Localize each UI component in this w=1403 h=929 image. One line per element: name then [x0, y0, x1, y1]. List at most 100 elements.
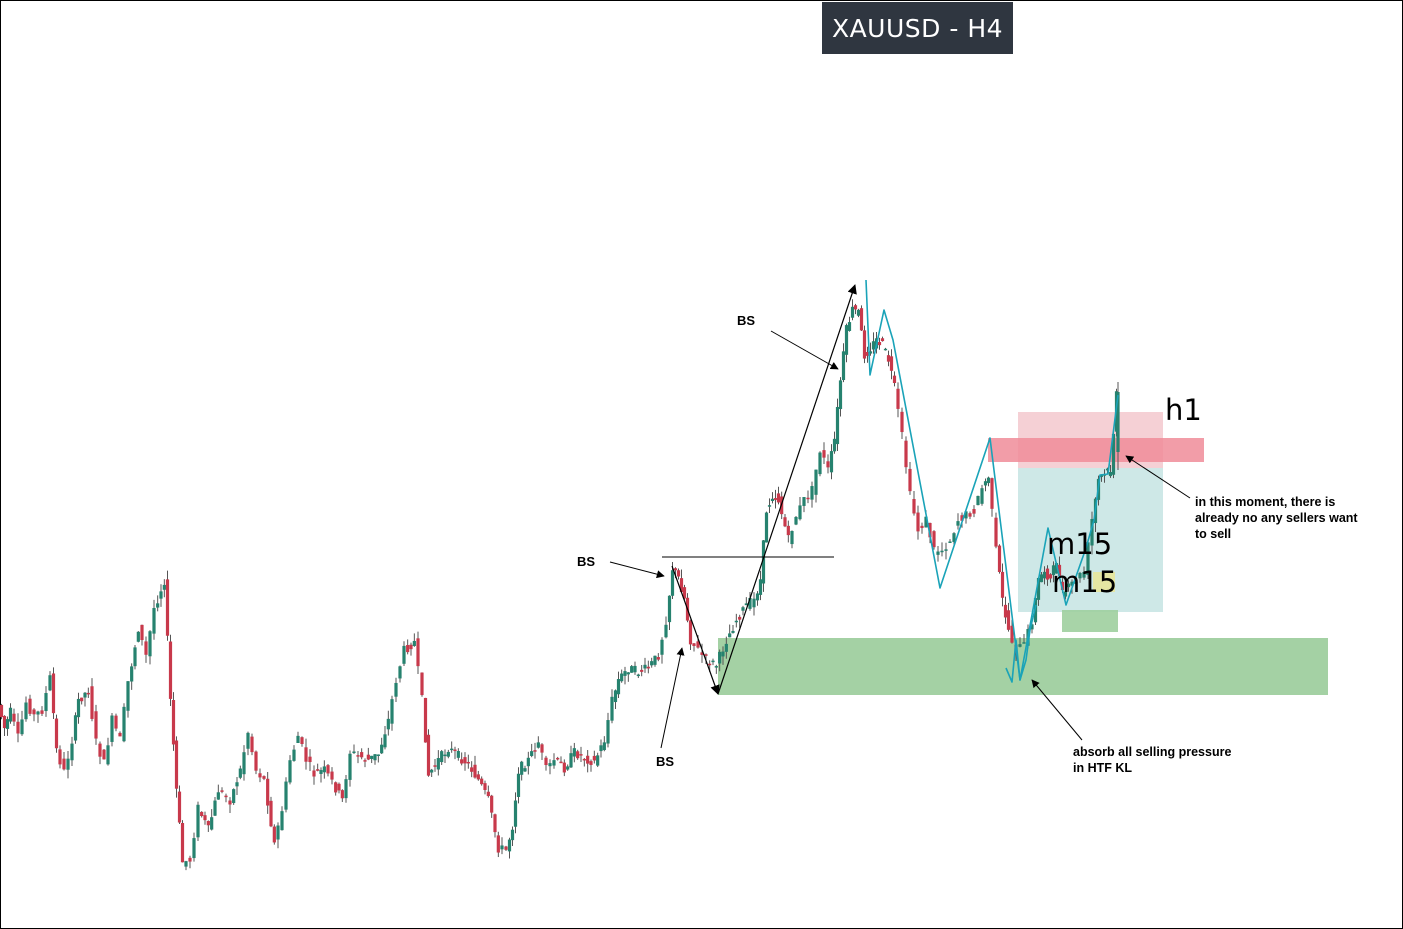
candle-body — [1003, 604, 1008, 618]
candle-body — [1000, 571, 1005, 598]
candle-body — [409, 644, 413, 650]
candle-body — [589, 761, 593, 765]
candle-body — [670, 570, 675, 596]
candle-body — [510, 829, 515, 841]
candle-body — [516, 773, 521, 797]
candle-body — [470, 767, 474, 772]
candle-body — [402, 645, 406, 664]
candle-body — [483, 783, 487, 791]
bs-label-low: BS — [656, 754, 675, 769]
candle-body — [544, 757, 548, 766]
candle-body — [1036, 577, 1041, 600]
candle-body — [44, 693, 48, 712]
candle-body — [582, 758, 586, 761]
note-no-sellers: in this moment, there is already no any … — [1195, 495, 1358, 541]
candle-body — [62, 758, 66, 770]
candle-body — [944, 549, 948, 551]
candle-body — [386, 718, 390, 730]
candle-body — [54, 718, 59, 749]
candle-body — [348, 753, 352, 780]
candle-body — [734, 620, 738, 623]
candle-body — [330, 771, 334, 780]
candle-body — [606, 720, 610, 744]
candle-body — [126, 681, 130, 711]
candle-body — [262, 776, 266, 779]
candle-body — [786, 525, 790, 536]
candle-body — [36, 711, 40, 715]
candle-body — [334, 782, 338, 793]
candle-body — [1082, 572, 1086, 578]
candle-body — [363, 760, 367, 762]
candle-body — [664, 624, 668, 638]
candle-body — [994, 517, 998, 547]
candle-body — [900, 411, 904, 433]
candle-body — [1111, 433, 1116, 475]
candle-body — [610, 696, 614, 721]
candle-body — [73, 715, 78, 741]
candle-body — [871, 341, 876, 350]
ltf-demand-zone — [1062, 610, 1118, 632]
candle-body — [463, 757, 467, 764]
candle-body — [1042, 571, 1047, 579]
candle-body — [586, 755, 590, 764]
symbol-title: XAUUSD - H4 — [822, 2, 1013, 54]
candle-body — [968, 513, 972, 517]
candle-body — [997, 545, 1002, 573]
candle-body — [841, 351, 846, 381]
candle-body — [380, 744, 384, 754]
candle-body — [1063, 591, 1068, 597]
candle-body — [319, 770, 323, 774]
candle-body — [755, 593, 760, 601]
candle-body — [626, 672, 630, 675]
candle-body — [106, 745, 110, 765]
candle-body — [856, 309, 861, 316]
candle-body — [714, 666, 718, 668]
candle-body — [956, 521, 960, 526]
candle-body — [924, 516, 928, 528]
candle-body — [102, 749, 106, 760]
candle-body — [838, 380, 843, 410]
candles-layer — [0, 299, 1120, 871]
candle-body — [576, 751, 580, 759]
candle-body — [920, 525, 924, 529]
candle-body — [738, 616, 742, 620]
candle-body — [530, 751, 534, 756]
candle-body — [752, 598, 756, 608]
candle-body — [184, 861, 188, 867]
candle-body — [1030, 624, 1034, 630]
candle-body — [513, 800, 518, 827]
candle-body — [177, 791, 182, 823]
candle-body — [692, 643, 696, 647]
candle-body — [721, 651, 725, 657]
candle-body — [526, 757, 530, 767]
candle-body — [90, 686, 94, 719]
candle-body — [420, 672, 424, 696]
candle-body — [238, 768, 242, 778]
candle-body — [802, 497, 806, 506]
candle-body — [602, 742, 606, 751]
candle-body — [1057, 564, 1062, 576]
candle-body — [168, 641, 173, 699]
candle-body — [912, 498, 916, 514]
candle-body — [559, 761, 563, 764]
candle-body — [450, 748, 454, 751]
candle-body — [213, 800, 217, 816]
candle-body — [533, 750, 537, 752]
candle-body — [579, 754, 583, 756]
candle-body — [1086, 542, 1090, 576]
candle-body — [986, 477, 991, 484]
zigzag-low — [1005, 604, 1037, 683]
candle-body — [814, 469, 818, 495]
candle-body — [416, 638, 420, 667]
candle-body — [656, 657, 660, 660]
candle-body — [507, 839, 512, 852]
candle-body — [708, 663, 712, 666]
candle-body — [394, 682, 398, 697]
candle-body — [220, 790, 224, 792]
candle-body — [728, 633, 732, 638]
candle-body — [51, 673, 56, 714]
candle-body — [724, 643, 728, 652]
candle-body — [58, 749, 62, 765]
candle-body — [960, 515, 964, 521]
